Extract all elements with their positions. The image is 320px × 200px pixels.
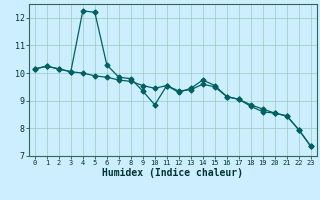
X-axis label: Humidex (Indice chaleur): Humidex (Indice chaleur)	[102, 168, 243, 178]
